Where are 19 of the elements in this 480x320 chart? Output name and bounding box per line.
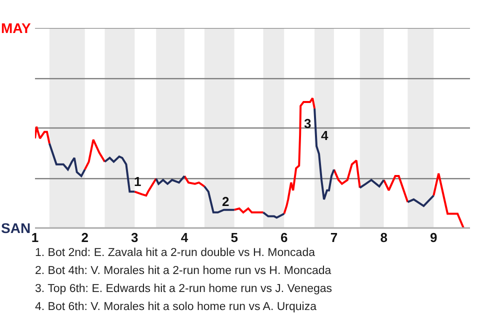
annotation: 2 <box>222 194 230 209</box>
x-tick-label: 5 <box>230 230 238 245</box>
x-tick-label: 4 <box>180 230 189 245</box>
text: 2. Bot 4th: V. Morales hit a 2-run home run vs H. Moncada <box>35 265 332 277</box>
x-tick-label: 8 <box>380 230 388 245</box>
x-tick-label: 7 <box>330 230 338 245</box>
text: MAY <box>1 20 32 36</box>
x-tick-label: 1 <box>31 230 39 245</box>
x-tick-label: 6 <box>280 230 288 245</box>
annotation: 1 <box>134 174 142 189</box>
x-tick-label: 3 <box>131 230 138 245</box>
text: SAN <box>1 220 31 236</box>
text: 1. Bot 2nd: E. Zavala hit a 2-run double vs H. Moncada <box>35 247 316 259</box>
text: 4. Bot 6th: V. Morales hit a solo home run vs A. Urquiza <box>35 301 318 313</box>
x-tick-label: 9 <box>430 230 438 245</box>
x-tick-label: 2 <box>81 230 88 245</box>
annotation: 3 <box>304 116 312 131</box>
annotation: 4 <box>321 128 329 143</box>
text: 3. Top 6th: E. Edwards hit a 2-run home run vs J. Venegas <box>35 283 332 295</box>
